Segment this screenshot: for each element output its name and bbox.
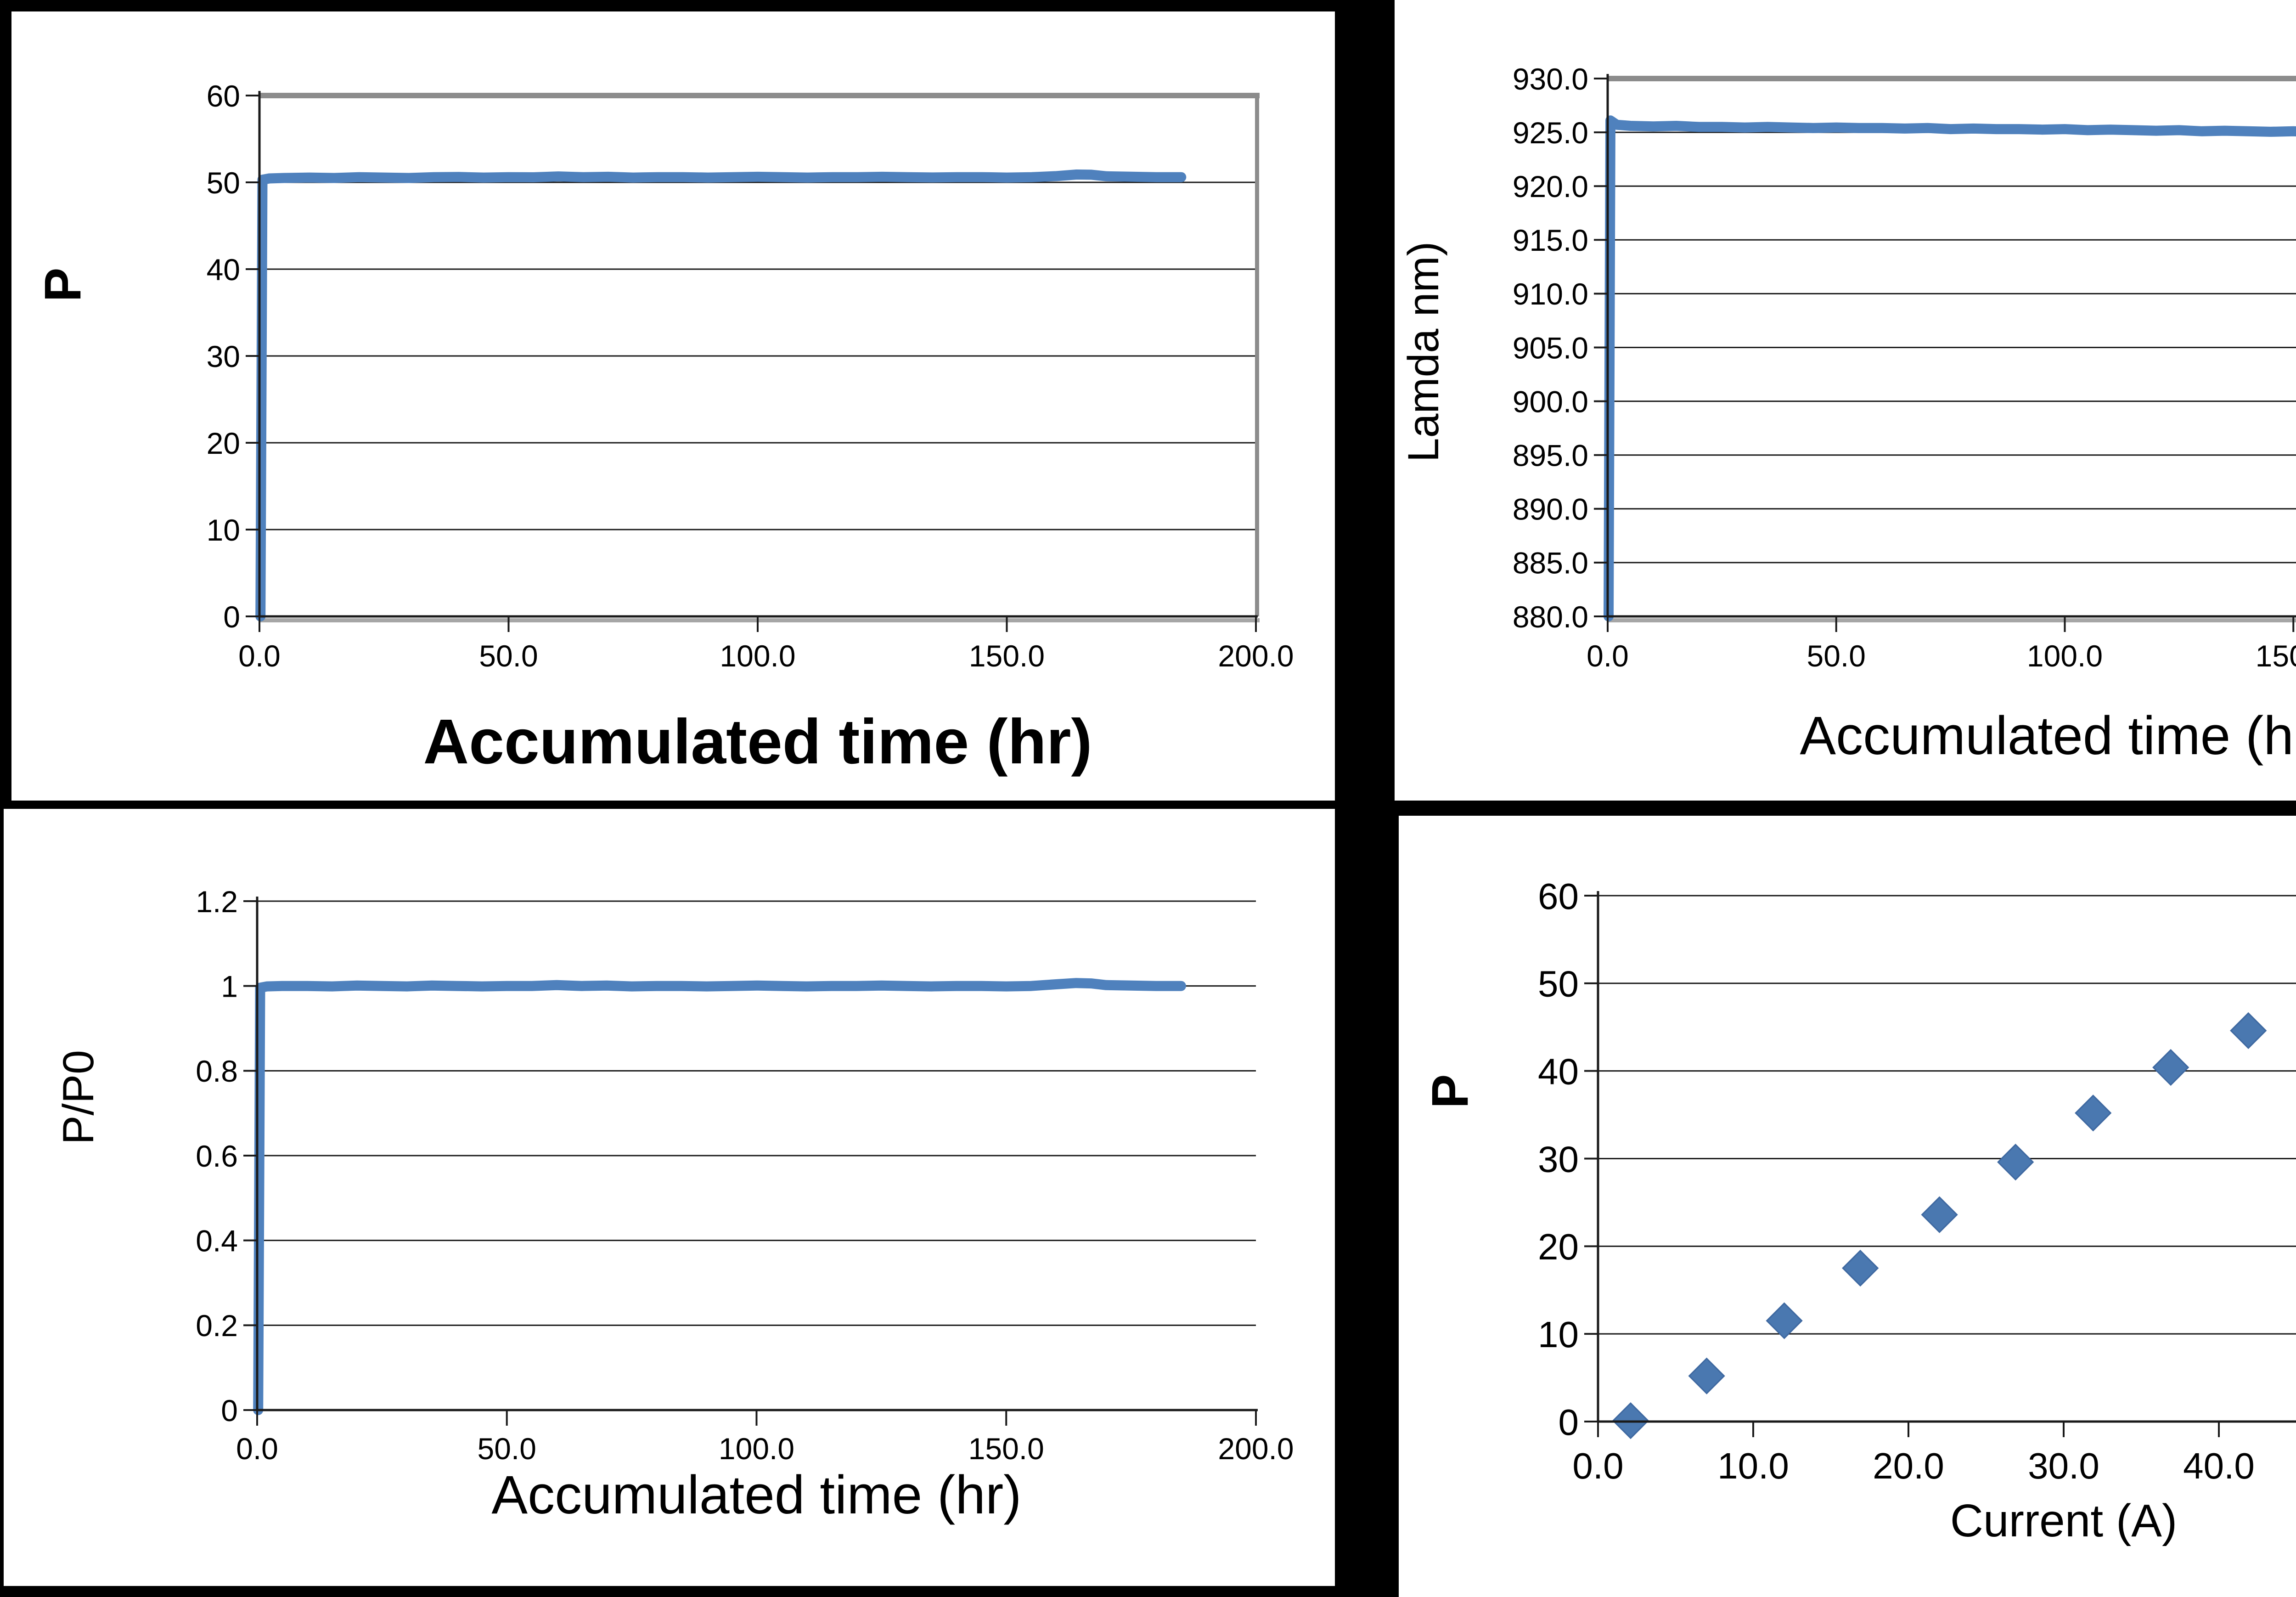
y-tick-label: 905.0 bbox=[1513, 331, 1588, 365]
series-line bbox=[1604, 115, 2296, 621]
y-tick-label: 40 bbox=[1538, 1051, 1579, 1092]
plot-border-top bbox=[1608, 76, 2296, 81]
y-tick-label: 50 bbox=[207, 166, 240, 200]
y-tick-label: 0.8 bbox=[196, 1054, 238, 1088]
y-tick-label: 50 bbox=[1538, 964, 1579, 1004]
y-axis-title: Lamda nm) bbox=[1399, 242, 1448, 462]
x-tick-label: 50.0 bbox=[1807, 639, 1866, 673]
series-line bbox=[255, 169, 1187, 621]
x-tick-label: 50.0 bbox=[478, 1432, 536, 1466]
x-tick-label: 100.0 bbox=[720, 639, 795, 673]
data-point bbox=[2075, 1095, 2112, 1132]
y-tick-label: 900.0 bbox=[1513, 384, 1588, 418]
y-tick-label: 30 bbox=[1538, 1139, 1579, 1179]
y-tick-label: 890.0 bbox=[1513, 492, 1588, 526]
y-tick-label: 10 bbox=[207, 513, 240, 547]
x-tick-label: 100.0 bbox=[2027, 639, 2103, 673]
y-tick-label: 0 bbox=[221, 1394, 238, 1428]
y-tick-label: 920.0 bbox=[1513, 169, 1588, 203]
y-tick-label: 910.0 bbox=[1513, 277, 1588, 311]
x-tick-label: 50.0 bbox=[479, 639, 538, 673]
x-axis-title: Current (A) bbox=[1950, 1495, 2178, 1546]
y-tick-label: 10 bbox=[1538, 1314, 1579, 1355]
y-tick-label: 885.0 bbox=[1513, 546, 1588, 580]
y-tick-label: 60 bbox=[207, 79, 240, 113]
series-line bbox=[253, 978, 1186, 1415]
data-point bbox=[2230, 1012, 2267, 1050]
data-point bbox=[1997, 1144, 2034, 1181]
y-tick-label: 1 bbox=[221, 969, 238, 1003]
x-tick-label: 20.0 bbox=[1873, 1445, 1944, 1486]
normalized-power-vs-time-chart: 0.0 50.0 100.0 150.0 200.0 0 0.2 0.4 0.6 0.8 1 1.2 A… bbox=[54, 885, 1294, 1525]
y-tick-label: 0.6 bbox=[196, 1139, 238, 1173]
x-tick-label: 0.0 bbox=[1572, 1445, 1623, 1486]
y-tick-label: 30 bbox=[207, 339, 240, 373]
y-axis-title: P/P0 bbox=[54, 1050, 103, 1145]
y-tick-label: 20 bbox=[207, 426, 240, 460]
x-tick-label: 40.0 bbox=[2183, 1445, 2255, 1486]
data-point bbox=[2152, 1049, 2189, 1086]
panel-normalized-power-vs-time: 0.0 50.0 100.0 150.0 200.0 0 0.2 0.4 0.6 0.8 1 1.2 A… bbox=[4, 809, 1335, 1586]
y-tick-label: 1.2 bbox=[196, 885, 238, 919]
y-tick-label: 0.4 bbox=[196, 1224, 238, 1258]
power-vs-current-chart: 0.010.020.030.040.050.060.00102030405060… bbox=[1421, 876, 2296, 1546]
y-tick-label: 925.0 bbox=[1513, 116, 1588, 150]
y-tick-label: 20 bbox=[1538, 1226, 1579, 1267]
data-point bbox=[1921, 1196, 1958, 1233]
y-tick-label: 930.0 bbox=[1513, 62, 1588, 96]
y-tick-label: 0 bbox=[223, 600, 240, 634]
plot-border-bottom-shadow bbox=[259, 618, 1260, 622]
x-tick-label: 0.0 bbox=[1587, 639, 1629, 673]
wavelength-vs-time-chart: 0.050.0100.0150.0200.0880.0885.0890.0895… bbox=[1399, 62, 2296, 766]
x-tick-label: 200.0 bbox=[1218, 1432, 1294, 1466]
x-tick-label: 0.0 bbox=[238, 639, 281, 673]
y-tick-label: 0.2 bbox=[196, 1309, 238, 1343]
x-tick-label: 150.0 bbox=[2256, 639, 2296, 673]
y-tick-label: 60 bbox=[1538, 876, 1579, 917]
y-axis-title: P bbox=[34, 268, 91, 302]
x-tick-label: 200.0 bbox=[1218, 639, 1294, 673]
x-tick-label: 0.0 bbox=[236, 1432, 278, 1466]
x-tick-label: 100.0 bbox=[719, 1432, 794, 1466]
y-tick-label: 880.0 bbox=[1513, 600, 1588, 634]
plot-border-top bbox=[259, 93, 1260, 98]
data-point bbox=[1766, 1302, 1803, 1339]
x-axis-title: Accumulated time (hr) bbox=[423, 706, 1092, 777]
x-tick-label: 150.0 bbox=[968, 1432, 1044, 1466]
x-tick-label: 10.0 bbox=[1717, 1445, 1789, 1486]
data-point bbox=[1842, 1249, 1879, 1287]
x-axis-title: Accumulated time (hr) bbox=[1800, 705, 2296, 766]
data-point bbox=[1688, 1357, 1725, 1394]
x-tick-label: 30.0 bbox=[2028, 1445, 2099, 1486]
panel-power-vs-time: 0.0 50.0 100.0 150.0 200.0 0 10 20 30 40 50 60 Accum… bbox=[11, 11, 1335, 801]
y-tick-label: 0 bbox=[1559, 1402, 1579, 1443]
y-tick-label: 915.0 bbox=[1513, 223, 1588, 257]
plot-border-bottom-shadow bbox=[1608, 618, 2296, 622]
panel-wavelength-vs-time: 0.050.0100.0150.0200.0880.0885.0890.0895… bbox=[1395, 0, 2296, 801]
panel-power-vs-current: 0.010.020.030.040.050.060.00102030405060… bbox=[1399, 816, 2296, 1597]
y-axis-title: P bbox=[1421, 1074, 1479, 1109]
plot-border-right bbox=[1255, 93, 1259, 616]
x-tick-label: 150.0 bbox=[969, 639, 1045, 673]
power-vs-time-chart: 0.0 50.0 100.0 150.0 200.0 0 10 20 30 40 50 60 Accum… bbox=[34, 79, 1294, 777]
x-axis-title: Accumulated time (hr) bbox=[491, 1465, 1021, 1525]
y-tick-label: 40 bbox=[207, 253, 240, 287]
y-tick-label: 895.0 bbox=[1513, 438, 1588, 472]
